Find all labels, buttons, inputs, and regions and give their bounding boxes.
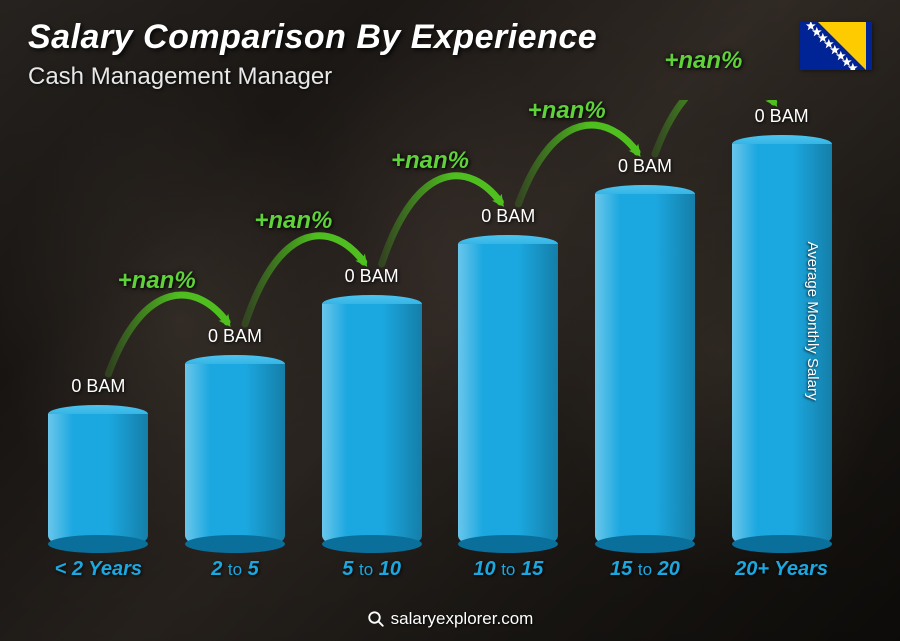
bar [322,295,422,544]
bar-group: 0 BAM 2 to 5 [175,326,295,581]
bar-value-label: 0 BAM [755,106,809,127]
bar-group: 0 BAM 20+ Years [722,106,842,581]
bar-value-label: 0 BAM [481,206,535,227]
country-flag-icon [800,22,872,70]
bar [48,405,148,544]
y-axis-label: Average Monthly Salary [804,241,821,400]
chart-subtitle: Cash Management Manager [28,63,872,91]
bar-value-label: 0 BAM [71,376,125,397]
bar-chart: 0 BAM< 2 Years0 BAM2 to 50 BAM5 to 100 B… [30,100,850,581]
footer: salaryexplorer.com [0,609,900,629]
bar-category-label: 5 to 10 [342,558,401,581]
bar-category-label: 2 to 5 [211,558,259,581]
bar-group: 0 BAM 15 to 20 [585,156,705,581]
bar-group: 0 BAM < 2 Years [38,376,158,581]
footer-site: salaryexplorer.com [391,609,534,629]
bar-group: 0 BAM 5 to 10 [312,266,432,581]
chart-title: Salary Comparison By Experience [28,18,872,57]
bar-value-label: 0 BAM [345,266,399,287]
bar [595,185,695,544]
bar [458,235,558,544]
bar-value-label: 0 BAM [618,156,672,177]
bar [185,355,285,544]
chart-header: Salary Comparison By Experience Cash Man… [28,18,872,91]
bar-category-label: 15 to 20 [610,558,680,581]
bar-category-label: 20+ Years [735,558,828,581]
bar-group: 0 BAM 10 to 15 [448,206,568,581]
bar-value-label: 0 BAM [208,326,262,347]
bar-category-label: < 2 Years [55,558,142,581]
bar-category-label: 10 to 15 [473,558,543,581]
magnifier-icon [367,610,385,628]
